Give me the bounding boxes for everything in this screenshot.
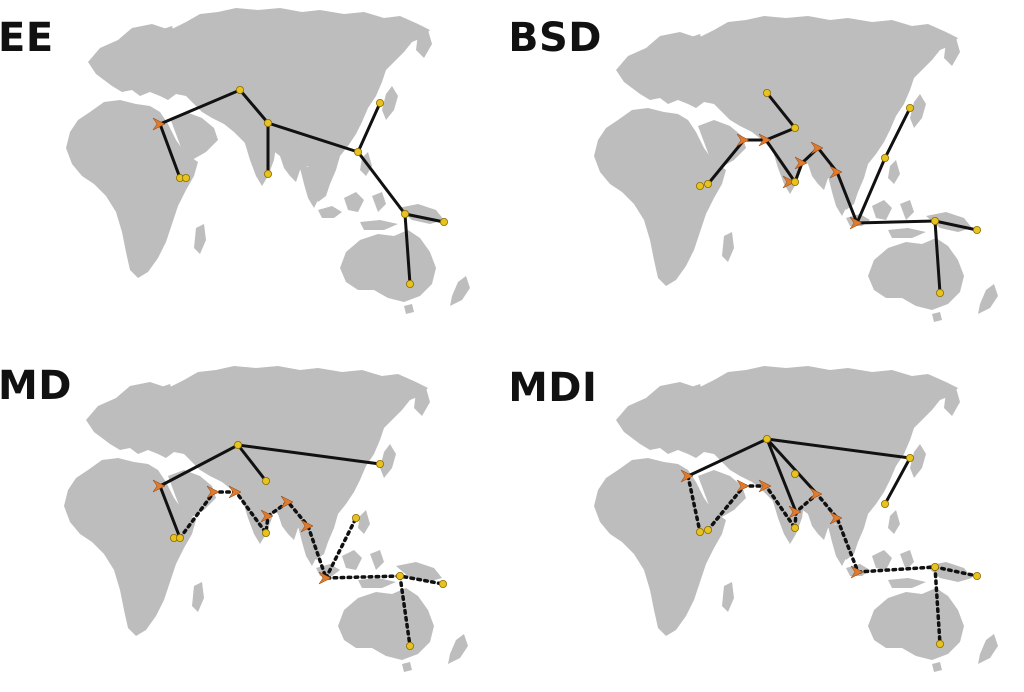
solid-routes	[686, 437, 913, 514]
location-marker	[790, 177, 799, 186]
world-map-ee	[66, 8, 470, 314]
dispersal-arrow-icon	[758, 479, 772, 493]
dispersal-arrow-icon	[152, 479, 166, 493]
location-marker	[181, 173, 190, 182]
location-marker	[405, 641, 414, 650]
map-panel-md: MD	[0, 346, 512, 692]
dispersal-arrow-icon	[280, 495, 294, 509]
dotted-route	[398, 574, 412, 648]
map-panel-ee: EE	[0, 0, 512, 346]
solid-route	[158, 484, 182, 540]
dispersal-arrow-icon	[810, 141, 824, 155]
solid-routes	[158, 88, 446, 286]
dispersal-arrows	[680, 469, 864, 579]
location-marker	[695, 181, 704, 190]
sample-locations	[169, 441, 447, 650]
dispersal-arrow-icon	[736, 479, 750, 493]
location-marker	[880, 153, 889, 162]
dispersal-arrows	[152, 479, 332, 585]
location-marker	[972, 225, 981, 234]
world-map-bsd	[594, 16, 998, 322]
dotted-routes	[178, 490, 445, 648]
location-marker	[790, 470, 799, 479]
panel-label: BSD	[512, 15, 602, 61]
dotted-route	[178, 490, 445, 586]
solid-route	[686, 437, 913, 506]
dispersal-arrow-icon	[260, 509, 274, 523]
location-marker	[395, 571, 404, 580]
dispersal-arrow-icon	[318, 571, 332, 585]
location-marker	[790, 523, 799, 532]
dispersal-arrow-icon	[829, 165, 843, 179]
sample-locations	[695, 89, 981, 297]
location-marker	[400, 209, 409, 218]
dispersal-arrow-icon	[829, 511, 843, 525]
location-marker	[930, 562, 939, 571]
location-marker	[261, 528, 270, 537]
dispersal-arrow-icon	[809, 487, 823, 501]
location-marker	[695, 527, 704, 536]
location-marker	[353, 147, 362, 156]
location-marker	[935, 639, 944, 648]
panel-label: EE	[0, 15, 54, 61]
solid-route	[765, 437, 819, 496]
location-marker	[438, 579, 447, 588]
location-marker	[233, 441, 242, 450]
location-marker	[905, 104, 914, 113]
location-marker	[880, 499, 889, 508]
solid-route	[403, 212, 446, 224]
location-marker	[263, 119, 272, 128]
location-marker	[703, 525, 712, 534]
sample-locations	[695, 435, 981, 648]
location-marker	[762, 89, 771, 98]
location-marker	[935, 288, 944, 297]
solid-route	[158, 122, 182, 180]
dispersal-arrows	[736, 133, 863, 230]
location-marker	[375, 460, 384, 469]
dispersal-arrow-icon	[736, 133, 750, 147]
panel-label: MD	[0, 363, 73, 409]
map-panel-mdi: MDI	[512, 346, 1024, 692]
location-marker	[261, 476, 270, 485]
map-panel-bsd: BSD	[512, 0, 1024, 346]
dotted-route	[933, 565, 942, 646]
world-map-md	[64, 366, 468, 672]
dispersal-arrow-icon	[206, 485, 220, 499]
solid-route	[356, 101, 382, 154]
dispersal-arrows	[152, 117, 166, 131]
location-marker	[351, 513, 360, 522]
dispersal-arrow-icon	[228, 485, 242, 499]
dispersal-arrow-icon	[680, 469, 694, 483]
location-marker	[375, 99, 384, 108]
dispersal-arrow-icon	[849, 216, 863, 230]
dispersal-arrow-icon	[794, 156, 808, 170]
location-marker	[439, 217, 448, 226]
location-marker	[790, 124, 799, 133]
dotted-route	[686, 474, 702, 534]
location-marker	[703, 179, 712, 188]
world-map-mdi	[594, 366, 998, 672]
sample-locations	[175, 86, 448, 288]
location-marker	[175, 533, 184, 542]
dotted-route	[324, 516, 358, 580]
dispersal-arrow-icon	[300, 519, 314, 533]
dotted-route	[706, 484, 797, 532]
location-marker	[762, 435, 771, 444]
solid-route	[236, 443, 268, 483]
solid-route	[933, 219, 942, 295]
location-marker	[972, 571, 981, 580]
dispersal-arrow-icon	[152, 117, 166, 131]
location-marker	[263, 169, 272, 178]
location-marker	[905, 454, 914, 463]
dispersal-arrow-icon	[782, 175, 796, 189]
panel-label: MDI	[512, 365, 598, 411]
location-marker	[930, 216, 939, 225]
dispersal-arrow-icon	[850, 565, 864, 579]
location-marker	[405, 279, 414, 288]
solid-route	[158, 88, 412, 286]
solid-route	[765, 437, 798, 514]
location-marker	[235, 86, 244, 95]
dispersal-arrow-icon	[758, 133, 772, 147]
dispersal-arrow-icon	[788, 505, 802, 519]
